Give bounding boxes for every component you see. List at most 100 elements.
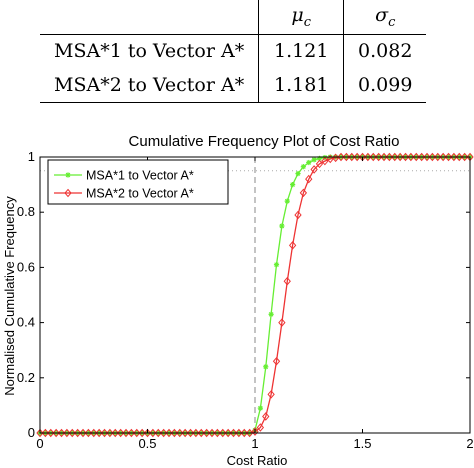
- data-point: [186, 428, 195, 438]
- data-point: [41, 428, 50, 438]
- data-point: [279, 223, 285, 229]
- data-point: [288, 241, 297, 250]
- data-point: [290, 182, 296, 188]
- data-point: [52, 428, 60, 438]
- data-point: [284, 198, 290, 204]
- data-point: [374, 152, 383, 162]
- data-point: [396, 152, 404, 162]
- y-tick-label: 0.8: [17, 204, 35, 219]
- data-point: [138, 428, 146, 438]
- data-point: [268, 311, 274, 317]
- data-point: [257, 405, 263, 411]
- asterisk-stroke: [295, 171, 301, 176]
- table-cell-mu: 1.181: [258, 68, 345, 103]
- data-point: [63, 428, 71, 438]
- data-point: [256, 423, 265, 432]
- table-row-label: MSA*1 to Vector A*: [54, 40, 245, 63]
- asterisk-stroke: [263, 364, 269, 370]
- legend-marker: [65, 172, 71, 178]
- data-point: [294, 210, 302, 220]
- data-point: [311, 157, 317, 163]
- data-point: [455, 152, 463, 162]
- data-point: [127, 428, 136, 438]
- x-tick-label: 0.5: [138, 436, 156, 451]
- data-point: [208, 428, 216, 438]
- data-point: [348, 152, 356, 162]
- data-point: [159, 428, 168, 438]
- data-point: [439, 152, 447, 162]
- statistics-table: μc σc MSA*1 to Vector A* 1.121 0.082 MSA…: [40, 0, 427, 103]
- data-point: [165, 428, 173, 438]
- y-tick-label: 0.6: [17, 259, 35, 274]
- data-point: [337, 152, 345, 162]
- data-point: [263, 364, 269, 370]
- table-cell-mu: 1.121: [258, 34, 345, 68]
- data-point: [202, 428, 211, 438]
- legend-entry: MSA*2 to Vector A*: [54, 187, 194, 201]
- asterisk-stroke: [301, 164, 306, 169]
- data-point: [47, 428, 55, 438]
- legend-label: MSA*2 to Vector A*: [86, 187, 194, 201]
- data-point: [213, 428, 222, 438]
- data-point: [401, 152, 410, 162]
- data-point: [273, 262, 280, 268]
- data-point: [95, 428, 103, 438]
- data-point: [240, 428, 248, 438]
- y-tick-label: 0.4: [17, 315, 35, 330]
- data-point: [306, 159, 312, 166]
- data-point: [90, 428, 98, 438]
- data-point: [36, 428, 44, 438]
- data-point: [84, 428, 93, 438]
- data-point: [369, 152, 377, 162]
- data-point: [79, 428, 87, 438]
- x-tick-label: 2: [466, 436, 473, 451]
- data-point: [407, 152, 415, 162]
- data-point: [450, 152, 458, 162]
- data-point: [417, 152, 426, 162]
- chart-title: Cumulative Frequency Plot of Cost Ratio: [129, 133, 400, 150]
- table-row: MSA*1 to Vector A* 1.121 0.082: [40, 34, 426, 68]
- data-point: [262, 412, 270, 421]
- data-point: [251, 427, 259, 436]
- legend: MSA*1 to Vector A* MSA*2 to Vector A*: [47, 159, 229, 205]
- legend-marker: [64, 188, 72, 198]
- data-point: [68, 428, 76, 438]
- data-point: [122, 428, 130, 438]
- asterisk-stroke: [311, 157, 317, 163]
- data-point: [133, 428, 141, 438]
- sigma-subscript: c: [388, 14, 396, 30]
- asterisk-stroke: [284, 198, 290, 204]
- data-point: [57, 428, 66, 438]
- data-point: [219, 428, 227, 438]
- legend-entry: MSA*1 to Vector A*: [54, 169, 194, 183]
- data-point: [295, 170, 301, 177]
- table-cell-sigma: 0.099: [343, 68, 427, 103]
- data-point: [197, 428, 205, 438]
- data-point: [229, 428, 238, 438]
- table-cell-sigma: 0.082: [358, 40, 413, 63]
- data-point: [149, 428, 157, 438]
- x-tick-label: 1.5: [353, 436, 371, 451]
- data-point: [116, 428, 125, 438]
- data-point: [385, 152, 394, 162]
- data-point: [100, 428, 109, 438]
- mu-symbol: μ: [291, 3, 304, 26]
- data-point: [434, 152, 442, 162]
- data-point: [364, 152, 372, 162]
- data-point: [170, 428, 179, 438]
- data-point: [460, 152, 469, 162]
- table-header-mu: μc: [258, 0, 345, 35]
- table-header-row: μc σc: [40, 0, 427, 35]
- data-point: [412, 152, 420, 162]
- data-point: [321, 156, 329, 166]
- data-point: [353, 152, 361, 162]
- asterisk-stroke: [274, 262, 279, 267]
- data-point: [428, 152, 437, 162]
- legend-box: [47, 159, 229, 205]
- mu-subscript: c: [303, 14, 312, 30]
- data-point: [192, 428, 200, 438]
- data-point: [143, 428, 152, 438]
- y-tick-label: 0: [28, 425, 35, 440]
- data-point: [300, 164, 306, 170]
